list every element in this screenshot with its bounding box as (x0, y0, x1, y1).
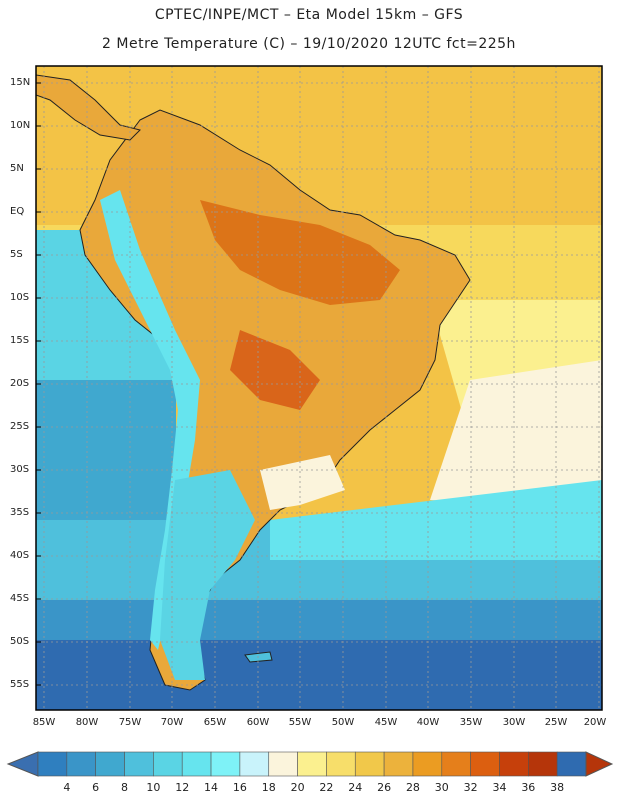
colorbar-cell (499, 751, 529, 777)
lat-label-15n: 15N (10, 77, 31, 88)
colorbar-tick-label: 6 (92, 781, 100, 794)
colorbar-tick-label: 14 (204, 781, 219, 794)
colorbar-cell (210, 751, 241, 777)
lon-label-65w: 65W (203, 717, 227, 728)
map-title-line2: 2 Metre Temperature (C) – 19/10/2020 12U… (102, 36, 516, 52)
lat-label-35s: 35S (10, 507, 30, 518)
lat-label-30s: 30S (10, 464, 30, 475)
falkland-islands (244, 651, 273, 663)
ocean-southatlantic-cyan (270, 480, 602, 560)
colorbar-tick-label: 32 (463, 781, 478, 794)
lon-label-20w: 20W (583, 717, 607, 728)
lon-label-35w: 35W (459, 717, 483, 728)
colorbar-cell (37, 751, 68, 777)
colorbar-tick-label: 38 (550, 781, 565, 794)
colorbar-tick-label: 24 (348, 781, 363, 794)
lon-label-60w: 60W (246, 717, 270, 728)
colorbar-cell (556, 751, 587, 777)
lon-label-25w: 25W (544, 717, 568, 728)
central-america-landmass (36, 74, 141, 141)
colorbar-cell (66, 751, 96, 777)
lon-label-55w: 55W (288, 717, 312, 728)
colorbar-tick-label: 10 (146, 781, 161, 794)
lat-label-50s: 50S (10, 636, 30, 647)
lon-label-80w: 80W (75, 717, 99, 728)
colorbar-tick-label: 8 (121, 781, 129, 794)
colorbar-cell (95, 751, 125, 777)
lon-label-85w: 85W (32, 717, 56, 728)
colorbar-tick-label: 12 (175, 781, 190, 794)
lon-label-30w: 30W (502, 717, 526, 728)
colorbar-cell (528, 751, 558, 777)
colorbar-cell (239, 751, 270, 777)
colorbar-tick-label: 36 (521, 781, 536, 794)
colorbar-cell (470, 751, 500, 777)
colorbar-cell (181, 751, 212, 777)
temperature-colorbar (6, 751, 614, 777)
lon-label-45w: 45W (374, 717, 398, 728)
lat-label-15s: 15S (10, 335, 30, 346)
lat-label-40s: 40S (10, 550, 30, 561)
colorbar-tick-label: 30 (434, 781, 449, 794)
colorbar-tick-label: 20 (290, 781, 305, 794)
colorbar-cell (297, 751, 327, 777)
lat-label-25s: 25S (10, 421, 30, 432)
colorbar-cell (383, 751, 414, 777)
colorbar-cell (412, 751, 443, 777)
patagonia-cool-region (160, 470, 255, 680)
colorbar-arrow-left (6, 751, 39, 777)
colorbar-cell (441, 751, 471, 777)
map-title-line1: CPTEC/INPE/MCT – Eta Model 15km – GFS (154, 7, 464, 23)
colorbar-tick-label: 16 (232, 781, 247, 794)
central-brazil-hot-region (230, 330, 320, 410)
colorbar-cell (153, 751, 183, 777)
colorbar-tick-label: 34 (492, 781, 507, 794)
colorbar-tick-label: 28 (405, 781, 420, 794)
colorbar-cell (326, 751, 356, 777)
colorbar-tick-label: 18 (261, 781, 276, 794)
lat-label-5s: 5S (10, 249, 23, 260)
axis-ticks (36, 82, 41, 686)
colorbar-arrow-right (585, 751, 614, 777)
lat-label-20s: 20S (10, 378, 30, 389)
lat-label-10s: 10S (10, 292, 30, 303)
colorbar-tick-label: 4 (63, 781, 71, 794)
colorbar-cell (268, 751, 298, 777)
lon-label-70w: 70W (160, 717, 184, 728)
lon-label-50w: 50W (331, 717, 355, 728)
lat-label-45s: 45S (10, 593, 30, 604)
coordinate-grid (36, 66, 602, 710)
lat-label-eq: EQ (10, 206, 25, 217)
lat-label-5n: 5N (10, 163, 24, 174)
ocean-atlantic-pale (430, 360, 602, 510)
southern-cone-pale (260, 455, 345, 510)
lon-label-75w: 75W (118, 717, 142, 728)
colorbar-tick-label: 22 (319, 781, 334, 794)
lat-label-55s: 55S (10, 679, 30, 690)
map-frame (35, 65, 603, 711)
colorbar-cell (124, 751, 154, 777)
lat-label-10n: 10N (10, 120, 31, 131)
colorbar-cell (354, 751, 385, 777)
colorbar-tick-label: 26 (377, 781, 392, 794)
lon-label-40w: 40W (416, 717, 440, 728)
ocean-deep-south (36, 640, 602, 710)
